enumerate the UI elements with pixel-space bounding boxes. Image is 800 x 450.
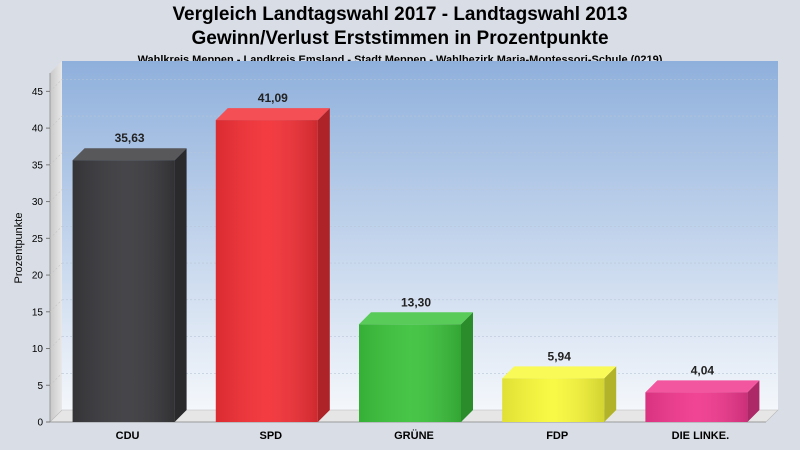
bar-top xyxy=(359,312,473,325)
y-tick-label: 25 xyxy=(32,234,44,245)
bar-top xyxy=(502,366,617,379)
bar-top xyxy=(645,380,760,393)
bar-shading xyxy=(645,392,748,422)
bar-side xyxy=(461,312,473,422)
bar-side xyxy=(604,366,617,422)
x-tick-label: SPD xyxy=(259,430,282,442)
data-label: 5,94 xyxy=(548,349,572,363)
x-tick-label: FDP xyxy=(546,430,568,442)
bar-cdu xyxy=(72,148,187,422)
chart-subtitle: Gewinn/Verlust Erststimmen in Prozentpun… xyxy=(191,28,609,49)
bar-fdp xyxy=(502,366,617,422)
data-label: 41,09 xyxy=(258,91,288,105)
x-tick-label: GRÜNE xyxy=(394,429,434,442)
bar-shading xyxy=(502,378,605,422)
bar-side xyxy=(747,380,760,422)
gridline-side xyxy=(49,336,63,349)
gridline-side xyxy=(49,299,63,313)
y-tick-label: 30 xyxy=(32,197,44,208)
bar-spd xyxy=(215,108,330,423)
y-axis: 0 5 10 15 20 25 30 35 40 45 xyxy=(32,87,50,429)
y-tick-label: 15 xyxy=(32,307,44,318)
bar-top xyxy=(215,108,330,121)
bar-shading xyxy=(359,324,461,422)
bar-die-linke xyxy=(645,380,760,422)
gridline-side xyxy=(49,115,63,129)
gridline-side xyxy=(49,189,63,202)
y-tick-label: 45 xyxy=(32,87,44,98)
side-wall xyxy=(50,61,62,422)
gridline-side xyxy=(49,226,63,239)
y-tick-label: 35 xyxy=(32,160,44,171)
bar-side xyxy=(174,148,187,422)
bar-grüne xyxy=(359,312,473,422)
bar-shading xyxy=(215,120,318,423)
y-tick-label: 40 xyxy=(32,124,44,135)
bars: 35,63 41,09 13,30 5,94 4,04 xyxy=(72,91,760,423)
gridline-side xyxy=(49,79,63,92)
x-tick-label: CDU xyxy=(116,430,140,442)
data-label: 4,04 xyxy=(691,363,715,377)
y-tick-label: 0 xyxy=(37,418,43,429)
data-label: 13,30 xyxy=(401,295,431,309)
data-label: 35,63 xyxy=(115,131,145,145)
y-tick-label: 10 xyxy=(32,344,44,355)
gridline-side xyxy=(49,152,63,166)
x-axis: CDU SPD GRÜNE FDP DIE LINKE. xyxy=(116,429,729,442)
bar-shading xyxy=(72,160,175,422)
chart-title: Vergleich Landtagswahl 2017 - Landtagswa… xyxy=(172,4,628,25)
y-axis-label: Prozentpunkte xyxy=(13,213,25,284)
bar-side xyxy=(317,108,330,423)
y-tick-label: 5 xyxy=(37,381,43,392)
gridline-side xyxy=(49,262,63,276)
y-tick-label: 20 xyxy=(32,271,44,282)
bar-top xyxy=(72,148,187,161)
x-tick-label: DIE LINKE. xyxy=(672,430,729,442)
gridline-side xyxy=(49,373,63,386)
